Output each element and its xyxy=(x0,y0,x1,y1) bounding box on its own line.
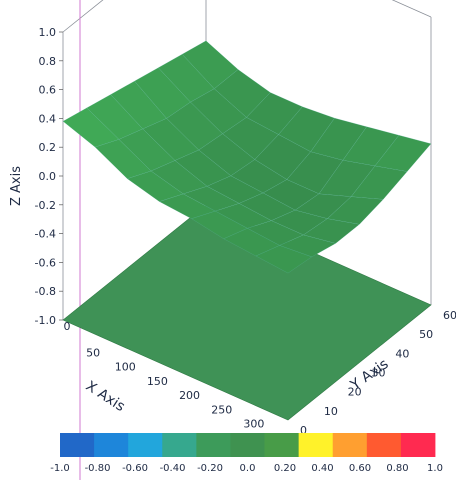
y-tick-label: 30 xyxy=(372,367,386,380)
y-tick-label: 60 xyxy=(443,309,456,322)
x-tick-label: 150 xyxy=(147,375,168,388)
y-tick-label: 0 xyxy=(300,424,307,437)
box-edge xyxy=(62,0,432,33)
z-tick-label: 0.6 xyxy=(39,84,57,97)
x-tick-label: 100 xyxy=(115,361,136,374)
colorbar-tick-label: 0.80 xyxy=(386,463,408,474)
colorbar-tick-label: 0.40 xyxy=(311,463,333,474)
z-tick-label: 0.2 xyxy=(39,141,57,154)
colorbar-swatch xyxy=(400,433,436,457)
colorbar-tick-label: 1.0 xyxy=(427,463,443,474)
colorbar-tick-label: 0.60 xyxy=(349,463,371,474)
z-tick-label: -0.2 xyxy=(35,199,56,212)
colorbar-swatch xyxy=(128,433,163,457)
colorbar-swatch xyxy=(298,433,334,457)
colorbar-swatch xyxy=(60,433,95,457)
colorbar-tick-label: -0.60 xyxy=(122,463,148,474)
colorbar: -1.0 -0.80 -0.60 -0.40 -0.20 0.0 0.20 0.40 0.60 0… xyxy=(50,433,443,474)
y-tick-label: 10 xyxy=(324,405,338,418)
floor-plane xyxy=(62,204,432,421)
z-tick-label: -0.6 xyxy=(35,256,56,269)
x-axis-label: X Axis xyxy=(83,378,128,415)
colorbar-tick-label: -1.0 xyxy=(50,463,70,474)
x-tick-label: 250 xyxy=(211,403,232,416)
x-tick-label: 300 xyxy=(243,418,264,431)
colorbar-tick-label: 0.20 xyxy=(274,463,296,474)
y-tick-label: 20 xyxy=(348,386,362,399)
z-tick-label: -1.0 xyxy=(35,314,56,327)
colorbar-swatch xyxy=(366,433,402,457)
colorbar-swatch xyxy=(264,433,300,457)
origin-tick-label: 0 xyxy=(64,320,71,333)
colorbar-tick-label: 0.0 xyxy=(240,463,256,474)
y-tick-label: 40 xyxy=(395,347,409,360)
colorbar-swatch xyxy=(196,433,231,457)
z-tick-label: -0.4 xyxy=(35,228,56,241)
colorbar-tick-label: -0.20 xyxy=(197,463,223,474)
colorbar-swatch xyxy=(230,433,265,457)
colorbar-swatch xyxy=(94,433,129,457)
y-tick-label: 50 xyxy=(419,328,433,341)
surface-patch xyxy=(374,134,432,172)
z-tick-label: 0.4 xyxy=(39,112,57,125)
x-tick-label: 50 xyxy=(86,346,100,359)
z-axis-label: Z Axis xyxy=(9,166,24,206)
z-tick-label: 1.0 xyxy=(39,26,57,39)
floor-surface xyxy=(62,204,432,421)
colorbar-swatch xyxy=(332,433,368,457)
data-surface xyxy=(62,40,432,274)
z-tick-label: 0.8 xyxy=(39,55,57,68)
z-tick-label: -0.8 xyxy=(35,285,56,298)
x-tick-label: 200 xyxy=(179,389,200,402)
colorbar-tick-label: -0.80 xyxy=(85,463,111,474)
colorbar-tick-label: -0.40 xyxy=(160,463,186,474)
axis-ticks: 1.0 0.8 0.6 0.4 0.2 0.0 -0.2 -0.4 -0.6 -0.8 -1.0 50… xyxy=(35,26,456,445)
colorbar-swatch xyxy=(162,433,197,457)
z-tick-label: 0.0 xyxy=(39,170,57,183)
